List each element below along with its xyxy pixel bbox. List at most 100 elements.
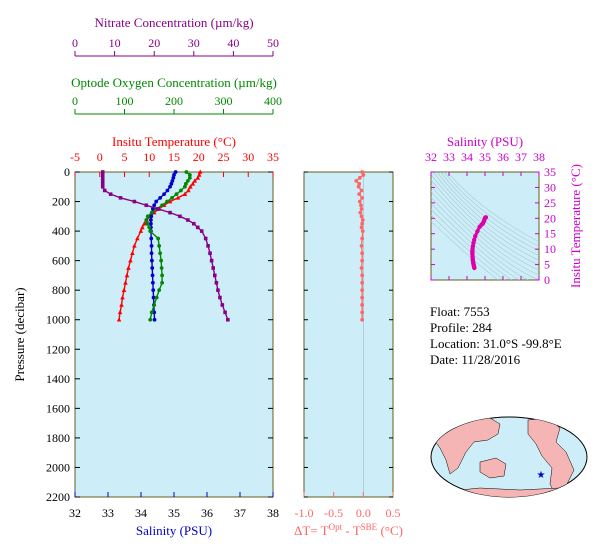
pressure-tick-label: 800 <box>52 283 70 297</box>
delta-t-point <box>359 225 364 230</box>
salinity-tick-label: 33 <box>102 506 114 520</box>
temperature-point <box>135 235 140 241</box>
info-profile: Profile: 284 <box>430 320 492 335</box>
nitrate-tick-label: 40 <box>227 36 239 50</box>
temperature-point <box>175 195 181 200</box>
ts-temperature-tick-label: 30 <box>544 180 556 194</box>
ts-salinity-tick-label: 32 <box>425 150 437 164</box>
oxygen-tick-label: 400 <box>264 94 282 108</box>
ts-temperature-tick-label: 20 <box>544 211 556 225</box>
nitrate-point <box>100 170 105 174</box>
nitrate-point <box>100 173 105 177</box>
ts-point <box>472 265 477 271</box>
nitrate-point <box>100 184 105 189</box>
oxygen-point <box>148 317 153 322</box>
nitrate-point <box>195 225 200 230</box>
nitrate-point <box>156 207 160 211</box>
delta-t-point <box>359 188 364 193</box>
ts-salinity-tick-label: 34 <box>461 150 473 164</box>
salinity-point <box>149 258 154 263</box>
temperature-point <box>128 258 133 263</box>
temperature-point <box>188 184 193 189</box>
temperature-tick-label: 5 <box>122 150 128 164</box>
float-location-star: ★ <box>537 470 546 481</box>
delta-t-point <box>360 195 365 200</box>
delta-t-point <box>359 243 364 248</box>
nitrate-point <box>178 214 182 219</box>
temperature-point <box>186 187 191 193</box>
temperature-tick-label: 0 <box>97 150 103 164</box>
nitrate-point <box>211 266 216 270</box>
ts-salinity-tick-label: 36 <box>497 150 509 164</box>
oxygen-tick-label: 300 <box>215 94 233 108</box>
oxygen-point <box>165 199 169 204</box>
nitrate-tick-label: 10 <box>109 36 121 50</box>
delta-t-point <box>360 236 365 241</box>
oxygen-point <box>149 210 154 215</box>
salinity-point <box>165 188 170 193</box>
oxygen-point <box>187 176 192 180</box>
ts-temperature-tick-label: 5 <box>544 258 550 272</box>
ts-isopycnal-line <box>443 172 539 247</box>
oxygen-point <box>184 170 189 174</box>
delta-t-point <box>361 173 366 177</box>
delta-t-point <box>360 303 365 307</box>
ts-salinity-tick-label: 38 <box>533 150 545 164</box>
delta-t-point <box>357 192 362 197</box>
ts-isopycnal-line <box>431 196 529 280</box>
nitrate-point <box>199 229 204 233</box>
temperature-point <box>119 302 124 307</box>
delta-t-point <box>354 178 359 183</box>
ts-isopycnals <box>431 172 539 280</box>
oxygen-point <box>170 195 174 200</box>
temperature-tick-label: 35 <box>267 150 279 164</box>
salinity-tick-label: 38 <box>267 506 279 520</box>
nitrate-tick-label: 0 <box>72 36 78 50</box>
oxygen-point <box>160 203 165 208</box>
nitrate-point <box>209 258 214 263</box>
delta-t-point <box>359 207 364 211</box>
temperature-point <box>120 295 125 300</box>
temperature-point <box>117 309 123 315</box>
nitrate-point <box>144 203 149 208</box>
salinity-point <box>168 184 172 189</box>
ts-salinity-tick-label: 37 <box>515 150 527 164</box>
delta-t-point <box>358 210 363 215</box>
ts-isopycnal-line <box>440 172 539 252</box>
temperature-tick-label: 25 <box>218 150 230 164</box>
ts-isopycnal-line <box>431 179 539 271</box>
salinity-point <box>149 214 154 219</box>
salinity-point <box>171 176 176 180</box>
delta-t-point <box>359 214 364 219</box>
salinity-point <box>154 199 159 204</box>
oxygen-point <box>145 221 150 226</box>
nitrate-point <box>108 192 113 196</box>
temperature-point <box>116 317 122 322</box>
salinity-tick-label: 32 <box>69 506 81 520</box>
salinity-point <box>149 218 153 222</box>
oxygen-point <box>179 188 183 193</box>
ts-temperature-axis-label: Insitu Temperature (°C) <box>568 164 583 288</box>
temperature-tick-label: 30 <box>242 150 254 164</box>
ts-isopycnal-line <box>431 214 506 280</box>
delta-t-point <box>357 176 362 180</box>
temperature-tick-label: -5 <box>70 150 80 164</box>
delta-t-tick-label: -0.5 <box>324 506 343 520</box>
oxygen-tick-label: 0 <box>72 94 78 108</box>
salinity-point <box>169 181 174 186</box>
map-land-antarctica <box>439 487 581 497</box>
salinity-point <box>172 173 176 177</box>
salinity-point <box>149 221 153 226</box>
delta-t-point <box>360 221 365 226</box>
ts-point <box>475 229 480 234</box>
oxygen-point <box>183 181 188 186</box>
salinity-tick-label: 34 <box>135 506 147 520</box>
ts-salinity-tick-label: 33 <box>443 150 455 164</box>
nitrate-point <box>212 273 217 278</box>
oxygen-point <box>149 310 154 315</box>
temperature-point <box>195 175 201 180</box>
pressure-tick-label: 1600 <box>46 401 70 415</box>
oxygen-point <box>148 229 153 233</box>
